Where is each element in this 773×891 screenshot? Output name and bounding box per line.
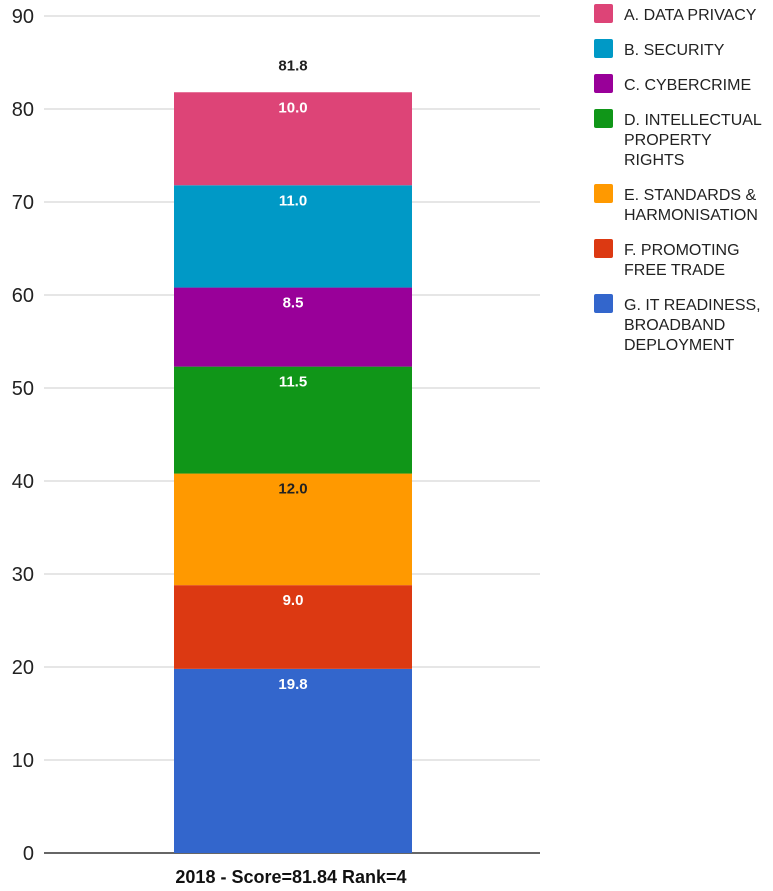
legend-swatch <box>594 39 613 58</box>
legend-swatch <box>594 294 613 313</box>
y-tick-label: 50 <box>12 378 34 400</box>
legend-item-4: D. INTELLECTUAL PROPERTY RIGHTS <box>594 109 762 169</box>
legend-label: PROPERTY <box>624 132 712 149</box>
legend-item-1: A. DATA PRIVACY <box>594 4 757 24</box>
legend-swatch <box>594 4 613 23</box>
bar-segment-5 <box>174 287 412 367</box>
bar-segment-4 <box>174 366 412 474</box>
y-tick-label: 30 <box>12 564 34 586</box>
y-axis: 0 10 20 30 40 50 60 70 80 90 <box>12 6 34 865</box>
y-tick-label: 40 <box>12 471 34 493</box>
y-tick-label: 20 <box>12 657 34 679</box>
bar-segment-2 <box>174 585 412 669</box>
legend-label: B. SECURITY <box>624 42 725 59</box>
segment-value-label: 11.0 <box>279 192 307 209</box>
segment-value-label: 19.8 <box>278 676 307 693</box>
legend-label: E. STANDARDS & <box>624 187 757 204</box>
bar-segment-7 <box>174 92 412 186</box>
legend-swatch <box>594 239 613 258</box>
legend-label: RIGHTS <box>624 152 684 169</box>
y-tick-label: 10 <box>12 750 34 772</box>
y-tick-label: 90 <box>12 6 34 28</box>
legend-label: G. IT READINESS, <box>624 297 761 314</box>
bar-segment-1 <box>174 668 412 853</box>
legend: A. DATA PRIVACY B. SECURITY C. CYBERCRIME D… <box>594 4 762 354</box>
bar-segment-6 <box>174 185 412 288</box>
y-tick-label: 70 <box>12 192 34 214</box>
segment-labels: 19.8 9.0 12.0 11.5 8.5 11.0 10.0 81.8 <box>278 57 307 693</box>
segment-value-label: 8.5 <box>283 295 304 312</box>
legend-swatch <box>594 184 613 203</box>
y-tick-label: 60 <box>12 285 34 307</box>
legend-label: HARMONISATION <box>624 207 758 224</box>
legend-label: D. INTELLECTUAL <box>624 112 762 129</box>
segment-value-label: 12.0 <box>278 481 307 498</box>
segment-value-label: 11.5 <box>279 374 307 391</box>
x-axis: 2018 - Score=81.84 Rank=4 <box>175 867 406 887</box>
legend-item-3: C. CYBERCRIME <box>594 74 751 94</box>
segment-value-label: 9.0 <box>283 592 304 609</box>
x-category-label: 2018 - Score=81.84 Rank=4 <box>175 867 406 887</box>
legend-label: A. DATA PRIVACY <box>624 7 757 24</box>
segment-value-label: 10.0 <box>278 99 307 116</box>
y-tick-label: 80 <box>12 99 34 121</box>
legend-label: DEPLOYMENT <box>624 337 734 354</box>
y-tick-label: 0 <box>23 843 34 865</box>
legend-item-6: F. PROMOTING FREE TRADE <box>594 239 740 279</box>
legend-swatch <box>594 109 613 128</box>
legend-item-7: G. IT READINESS, BROADBAND DEPLOYMENT <box>594 294 761 354</box>
legend-item-2: B. SECURITY <box>594 39 725 59</box>
bar-stack <box>174 92 412 853</box>
bar-segment-3 <box>174 473 412 586</box>
legend-label: BROADBAND <box>624 317 725 334</box>
legend-label: C. CYBERCRIME <box>624 77 751 94</box>
legend-label: F. PROMOTING <box>624 242 740 259</box>
legend-label: FREE TRADE <box>624 262 725 279</box>
legend-swatch <box>594 74 613 93</box>
legend-item-5: E. STANDARDS & HARMONISATION <box>594 184 758 224</box>
total-value-label: 81.8 <box>278 57 307 74</box>
